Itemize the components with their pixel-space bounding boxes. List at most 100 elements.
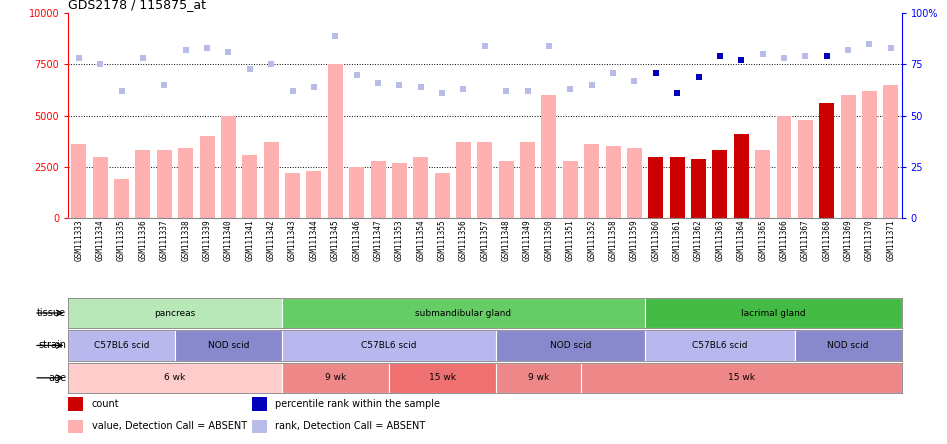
Bar xyxy=(798,120,813,218)
Bar xyxy=(862,91,877,218)
Text: GSM111364: GSM111364 xyxy=(737,220,746,261)
Text: GSM111344: GSM111344 xyxy=(310,220,318,261)
Point xyxy=(563,86,578,93)
Text: GSM111365: GSM111365 xyxy=(759,220,767,261)
Point xyxy=(734,57,749,64)
Bar xyxy=(221,115,236,218)
Bar xyxy=(282,330,495,361)
Bar xyxy=(499,161,513,218)
Bar xyxy=(581,363,902,393)
Text: GSM111350: GSM111350 xyxy=(545,220,553,261)
Point xyxy=(114,87,129,95)
Text: C57BL6 scid: C57BL6 scid xyxy=(692,341,748,350)
Point xyxy=(584,81,599,88)
Point xyxy=(178,47,193,54)
Point xyxy=(884,44,899,52)
Bar xyxy=(755,151,770,218)
Point xyxy=(841,47,856,54)
Bar xyxy=(542,95,557,218)
Text: 15 wk: 15 wk xyxy=(429,373,456,382)
Bar xyxy=(263,142,278,218)
Text: 9 wk: 9 wk xyxy=(325,373,346,382)
Text: GSM111348: GSM111348 xyxy=(502,220,510,261)
Point xyxy=(542,43,557,50)
Text: GSM111354: GSM111354 xyxy=(417,220,425,261)
Point xyxy=(627,77,642,84)
Bar xyxy=(841,95,855,218)
Bar xyxy=(71,144,86,218)
Bar xyxy=(495,363,581,393)
Bar xyxy=(68,363,282,393)
Text: 6 wk: 6 wk xyxy=(165,373,186,382)
Point xyxy=(777,55,792,62)
Point xyxy=(263,61,278,68)
Bar xyxy=(495,330,645,361)
Text: submandibular gland: submandibular gland xyxy=(416,309,511,317)
Bar xyxy=(884,85,899,218)
Bar xyxy=(349,167,365,218)
Point xyxy=(499,87,514,95)
Text: strain: strain xyxy=(38,341,66,350)
Bar xyxy=(435,173,450,218)
Point xyxy=(456,86,471,93)
Text: GSM111358: GSM111358 xyxy=(609,220,617,261)
Point xyxy=(200,44,215,52)
Text: rank, Detection Call = ABSENT: rank, Detection Call = ABSENT xyxy=(275,421,425,431)
Point xyxy=(370,79,385,87)
Text: GSM111360: GSM111360 xyxy=(652,220,660,261)
Text: GSM111359: GSM111359 xyxy=(630,220,639,261)
Text: GSM111340: GSM111340 xyxy=(223,220,233,261)
Bar xyxy=(691,159,706,218)
Bar xyxy=(328,64,343,218)
Bar xyxy=(307,171,321,218)
Text: GSM111347: GSM111347 xyxy=(373,220,383,261)
Text: NOD scid: NOD scid xyxy=(207,341,249,350)
Text: GSM111335: GSM111335 xyxy=(117,220,126,261)
Point xyxy=(755,51,770,58)
Text: 9 wk: 9 wk xyxy=(527,373,549,382)
Text: GSM111367: GSM111367 xyxy=(801,220,810,261)
Point xyxy=(242,65,258,72)
Bar xyxy=(242,155,258,218)
Text: pancreas: pancreas xyxy=(154,309,196,317)
Point xyxy=(862,40,877,48)
Text: GSM111355: GSM111355 xyxy=(438,220,447,261)
Bar xyxy=(819,103,834,218)
Text: GSM111334: GSM111334 xyxy=(96,220,105,261)
Point xyxy=(797,53,813,60)
Text: GSM111351: GSM111351 xyxy=(566,220,575,261)
Point xyxy=(285,87,300,95)
Bar xyxy=(605,147,620,218)
Bar xyxy=(649,157,663,218)
Text: GSM111369: GSM111369 xyxy=(844,220,852,261)
Bar xyxy=(712,151,727,218)
Text: GSM111338: GSM111338 xyxy=(181,220,190,261)
Point xyxy=(819,53,834,60)
Text: GSM111346: GSM111346 xyxy=(352,220,361,261)
Point xyxy=(328,32,343,40)
Point xyxy=(649,69,664,76)
Point xyxy=(520,87,535,95)
Bar xyxy=(520,142,535,218)
Bar xyxy=(282,298,645,328)
Text: tissue: tissue xyxy=(37,308,66,318)
Bar xyxy=(477,142,492,218)
Text: percentile rank within the sample: percentile rank within the sample xyxy=(275,399,439,409)
Text: GSM111337: GSM111337 xyxy=(160,220,169,261)
Bar xyxy=(175,330,282,361)
Bar xyxy=(93,157,108,218)
Point xyxy=(221,49,236,56)
Point xyxy=(670,90,685,97)
Bar xyxy=(252,420,266,433)
Point xyxy=(477,43,492,50)
Point xyxy=(392,81,407,88)
Text: C57BL6 scid: C57BL6 scid xyxy=(361,341,417,350)
Point xyxy=(157,81,172,88)
Bar xyxy=(370,161,385,218)
Text: C57BL6 scid: C57BL6 scid xyxy=(94,341,150,350)
Bar xyxy=(282,363,388,393)
Text: GSM111371: GSM111371 xyxy=(886,220,895,261)
Text: count: count xyxy=(92,399,119,409)
Bar xyxy=(777,115,792,218)
Bar xyxy=(68,330,175,361)
